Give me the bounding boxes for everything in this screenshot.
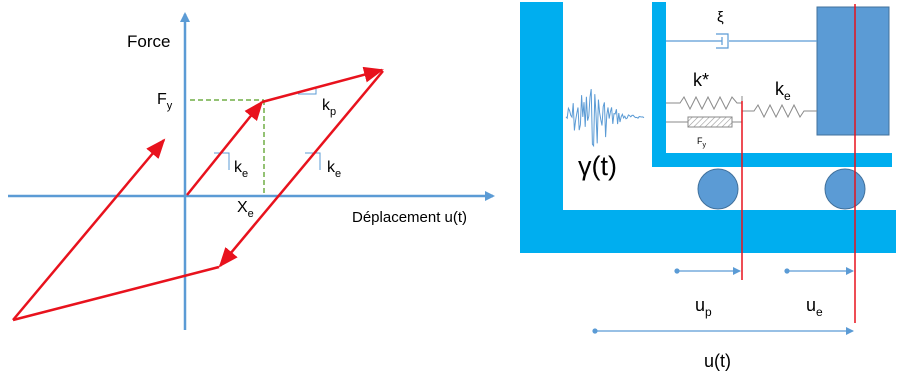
- ue-label: ue: [806, 295, 823, 319]
- slope-kp-main: k: [322, 97, 331, 114]
- excitation-label: γ(t): [578, 151, 617, 181]
- xe-main: X: [237, 199, 248, 216]
- xe-sub: e: [248, 208, 254, 220]
- spring-kstar: [666, 95, 742, 111]
- slope-triangle-ke-1: [214, 152, 230, 170]
- mechanical-model: ξ k* ke Fy γ(t) up ue u(t): [520, 2, 896, 371]
- slope-ke-2-sub: e: [335, 168, 341, 180]
- damper: [666, 33, 817, 49]
- fy-label: Fy: [157, 91, 173, 112]
- ground-frame: [520, 2, 896, 253]
- friction-main: F: [697, 136, 703, 146]
- reverse-plastic-branch: [12, 265, 220, 322]
- ue-sub: e: [816, 305, 823, 319]
- fy-sub: y: [167, 100, 173, 112]
- displacement-axis-label: Déplacement u(t): [352, 209, 467, 226]
- displacement-arrows: [592, 267, 854, 335]
- loading-plastic-branch: [261, 66, 384, 104]
- hysteresis-loop: [12, 66, 384, 322]
- up-sub: p: [705, 305, 712, 319]
- slope-ke-label-2: ke: [327, 159, 341, 180]
- roller-right: [824, 168, 866, 210]
- up-label: up: [695, 295, 712, 319]
- ke-main: k: [775, 79, 785, 99]
- slope-triangle-ke-2: [305, 152, 321, 170]
- slope-ke-label-1: ke: [234, 159, 248, 180]
- friction-sub: y: [703, 142, 707, 149]
- roller-left: [697, 168, 739, 210]
- slope-kp-sub: p: [330, 106, 336, 118]
- friction-slider: [666, 116, 742, 128]
- slope-ke-1-main: k: [234, 159, 243, 176]
- mass-block: [816, 6, 890, 136]
- spring-ke: [742, 103, 817, 119]
- kstar-label: k*: [693, 70, 709, 90]
- loading-elastic-branch: [186, 100, 264, 196]
- damper-label: ξ: [717, 9, 724, 26]
- slope-ke-1-sub: e: [242, 168, 248, 180]
- friction-label: Fy: [697, 136, 707, 149]
- ue-main: u: [806, 295, 816, 315]
- slope-ke-2-main: k: [327, 159, 336, 176]
- fy-main: F: [157, 91, 167, 108]
- unloading-branch: [218, 70, 384, 268]
- ke-spring-label: ke: [775, 79, 791, 103]
- reloading-branch: [12, 138, 166, 321]
- up-main: u: [695, 295, 705, 315]
- xe-label: Xe: [237, 199, 254, 220]
- force-axis-label: Force: [127, 32, 170, 51]
- hysteresis-diagram: Force Déplacement u(t) Fy Xe ke kp ke: [8, 12, 495, 330]
- ke-sub: e: [784, 89, 791, 103]
- ground-motion-signal-icon: [565, 89, 645, 148]
- slope-triangle-kp: [298, 89, 317, 95]
- total-displacement-label: u(t): [704, 351, 731, 371]
- slope-kp-label: kp: [322, 97, 336, 118]
